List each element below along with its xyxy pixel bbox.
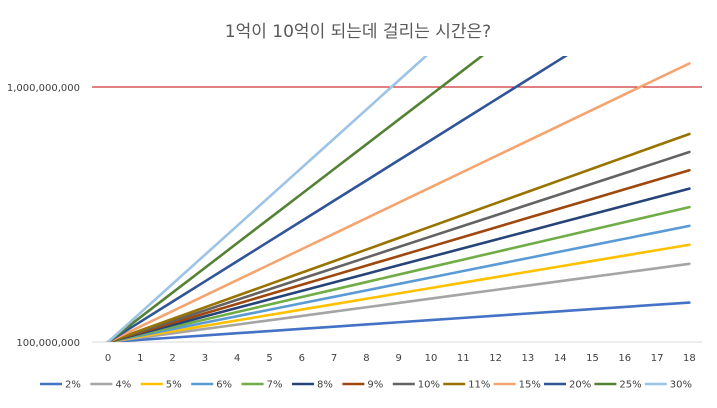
x-tick-label: 16 (618, 353, 631, 364)
legend-label: 6% (216, 380, 232, 391)
x-tick-label: 11 (457, 353, 470, 364)
series-line-4pct (106, 262, 691, 342)
legend: 2% 4% 5% 6% 7% 8% 9% 10% 11% 15% 20% 25% 30% (40, 380, 692, 391)
legend-label: 5% (166, 380, 182, 391)
series-line-11pct (106, 132, 691, 342)
legend-item: 5% (140, 380, 182, 391)
legend-item: 10% (392, 380, 440, 391)
x-tick-label: 4 (234, 353, 240, 364)
legend-label: 20% (569, 380, 591, 391)
x-tick-label: 12 (489, 353, 502, 364)
legend-item: 2% (40, 380, 81, 391)
legend-label: 15% (519, 380, 541, 391)
legend-label: 2% (65, 380, 81, 391)
legend-item: 15% (493, 380, 541, 391)
x-tick-label: 1 (137, 353, 143, 364)
series-line-25pct (106, 56, 484, 342)
legend-label: 30% (670, 380, 692, 391)
legend-label: 7% (267, 380, 283, 391)
legend-item: 4% (90, 380, 131, 391)
legend-item: 6% (191, 380, 232, 391)
series-line-6pct (106, 224, 691, 342)
series-line-30pct (106, 56, 428, 342)
legend-label: 11% (468, 380, 490, 391)
x-tick-label: 17 (651, 353, 664, 364)
x-tick-label: 3 (202, 353, 208, 364)
x-tick-label: 10 (425, 353, 438, 364)
x-tick-label: 14 (554, 353, 567, 364)
legend-label: 10% (418, 380, 440, 391)
x-tick-label: 9 (396, 353, 402, 364)
legend-item: 8% (292, 380, 333, 391)
series-line-15pct (106, 62, 691, 342)
x-tick-label: 13 (522, 353, 535, 364)
x-tick-label: 8 (363, 353, 369, 364)
legend-label: 9% (367, 380, 383, 391)
legend-item: 7% (241, 380, 283, 391)
x-tick-label: 6 (299, 353, 305, 364)
x-tick-label: 5 (266, 353, 272, 364)
series-line-10pct (106, 150, 691, 342)
series-line-8pct (106, 187, 691, 342)
series-line-2pct (106, 301, 691, 342)
plot-area: 0 1 2 3 4 5 6 7 8 9 10 11 12 13 14 15 16 17 18100,000,0001… (7, 56, 702, 364)
legend-item: 20% (544, 380, 591, 391)
x-tick-label: 7 (331, 353, 337, 364)
legend-item: 25% (594, 380, 642, 391)
y-tick-label: 100,000,000 (16, 338, 80, 349)
x-tick-label: 0 (105, 353, 111, 364)
series-line-20pct (106, 56, 568, 342)
x-tick-label: 15 (586, 353, 599, 364)
x-tick-label: 2 (169, 353, 175, 364)
series-line-5pct (106, 243, 691, 342)
legend-item: 11% (443, 380, 490, 391)
legend-label: 4% (115, 380, 131, 391)
series-line-7pct (106, 205, 691, 342)
x-tick-label: 18 (683, 353, 696, 364)
chart-title: 1억이 10억이 되는데 걸리는 시간은? (225, 22, 491, 42)
legend-item: 30% (644, 380, 692, 391)
y-tick-label: 1,000,000,000 (7, 83, 80, 94)
legend-item: 9% (342, 380, 383, 391)
series-group (106, 56, 691, 342)
legend-label: 8% (317, 380, 333, 391)
series-line-9pct (106, 168, 691, 342)
legend-label: 25% (619, 380, 641, 391)
